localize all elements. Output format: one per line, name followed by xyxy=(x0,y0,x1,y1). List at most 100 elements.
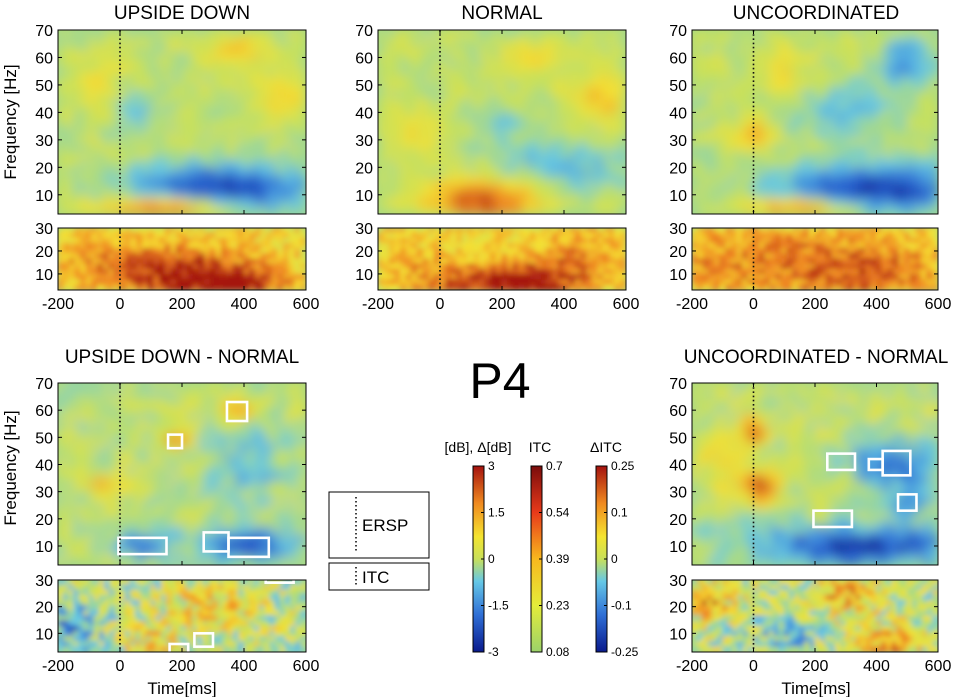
heatmap-cell xyxy=(249,248,256,255)
heatmap-cell xyxy=(692,129,701,138)
heatmap-cell xyxy=(486,90,495,100)
heatmap-cell xyxy=(619,274,626,281)
heatmap-cell xyxy=(540,52,549,62)
heatmap-cell xyxy=(232,248,239,255)
heatmap-cell xyxy=(462,258,469,265)
heatmap-cell xyxy=(204,52,214,62)
heatmap-cell xyxy=(845,182,854,192)
heatmap-cell xyxy=(864,279,872,286)
heatmap-cell xyxy=(540,205,549,214)
heatmap-cell xyxy=(58,167,67,177)
heatmap-cell xyxy=(297,420,306,429)
heatmap-cell xyxy=(456,274,464,281)
heatmap-cell xyxy=(808,268,816,275)
heatmap-cell xyxy=(729,98,739,108)
heatmap-cell xyxy=(111,30,121,39)
heatmap-cell xyxy=(831,253,838,260)
heatmap-cell xyxy=(111,90,121,100)
heatmap-cell xyxy=(243,205,253,214)
heatmap-cell xyxy=(147,258,155,265)
heatmap-cell xyxy=(546,284,554,290)
heatmap-cell xyxy=(860,144,870,154)
heatmap-cell xyxy=(713,253,721,260)
heatmap-cell xyxy=(385,30,394,39)
heatmap-cell xyxy=(277,263,284,270)
heatmap-cell xyxy=(424,205,433,214)
heatmap-cell xyxy=(299,258,306,265)
heatmap-cell xyxy=(173,519,183,528)
heatmap-cell xyxy=(226,279,234,286)
heatmap-cell xyxy=(431,90,441,100)
heatmap-cell xyxy=(791,121,801,131)
heatmap-cell xyxy=(181,52,191,62)
heatmap-cell xyxy=(722,75,731,85)
x-tick-label: -200 xyxy=(42,296,74,313)
heatmap-cell xyxy=(127,496,136,505)
heatmap-cell xyxy=(91,284,98,290)
heatmap-cell xyxy=(745,121,754,131)
heatmap-cell xyxy=(173,83,183,92)
heatmap-cell xyxy=(91,253,98,260)
heatmap-cell xyxy=(400,268,407,275)
heatmap-cell xyxy=(831,274,838,281)
heatmap-cell xyxy=(249,253,256,260)
heatmap-cell xyxy=(741,253,749,260)
heatmap-cell xyxy=(58,458,67,467)
heatmap-cell xyxy=(597,232,604,239)
heatmap-cell xyxy=(540,129,549,138)
heatmap-cell xyxy=(249,263,256,270)
heatmap-cell xyxy=(563,258,571,265)
heatmap-cell xyxy=(899,113,908,123)
heatmap-cell xyxy=(63,228,70,234)
heatmap-cell xyxy=(104,503,113,513)
heatmap-cell xyxy=(158,435,167,445)
heatmap-cell xyxy=(540,228,548,234)
heatmap-cell xyxy=(473,284,480,290)
heatmap-cell xyxy=(96,52,105,62)
heatmap-cell xyxy=(243,435,253,445)
heatmap-cell xyxy=(860,60,870,69)
heatmap-cell xyxy=(706,205,716,214)
heatmap-cell xyxy=(111,541,121,551)
heatmap-cell xyxy=(135,167,144,177)
heatmap-cell xyxy=(478,253,486,260)
heatmap-cell xyxy=(546,258,554,265)
heatmap-cell xyxy=(142,488,152,498)
heatmap-cell xyxy=(725,232,732,239)
heatmap-cell xyxy=(799,129,808,138)
heatmap-cell xyxy=(455,52,464,62)
heatmap-cell xyxy=(915,228,922,234)
heatmap-cell xyxy=(58,383,67,392)
heatmap-cell xyxy=(259,412,268,422)
heatmap-cell xyxy=(455,198,464,207)
heatmap-cell xyxy=(220,503,229,513)
heatmap-cell xyxy=(594,44,604,54)
heatmap-cell xyxy=(282,198,291,207)
heatmap-cell xyxy=(540,243,548,250)
heatmap-cell xyxy=(400,205,410,214)
heatmap-cell xyxy=(507,232,514,239)
heatmap-cell xyxy=(119,67,129,77)
heatmap-cell xyxy=(297,503,306,513)
heatmap-cell xyxy=(88,473,98,483)
heatmap-cell xyxy=(548,205,557,214)
heatmap-cell xyxy=(271,274,279,281)
heatmap-cell xyxy=(876,248,883,255)
heatmap-cell xyxy=(212,556,222,565)
heatmap-cell xyxy=(758,279,766,286)
heatmap-cell xyxy=(808,237,816,244)
heatmap-cell xyxy=(158,113,167,123)
heatmap-cell xyxy=(852,60,862,69)
heatmap-cell xyxy=(825,253,833,260)
heatmap-cell xyxy=(903,232,911,239)
heatmap-cell xyxy=(243,258,251,265)
heatmap-cell xyxy=(198,228,206,234)
heatmap-cell xyxy=(266,67,276,77)
heatmap-cell xyxy=(557,243,565,250)
heatmap-cell xyxy=(428,248,435,255)
heatmap-cell xyxy=(400,83,410,92)
heatmap-cell xyxy=(597,253,604,260)
heatmap-cell xyxy=(737,52,747,62)
heatmap-cell xyxy=(768,129,778,138)
heatmap-cell xyxy=(104,549,113,558)
